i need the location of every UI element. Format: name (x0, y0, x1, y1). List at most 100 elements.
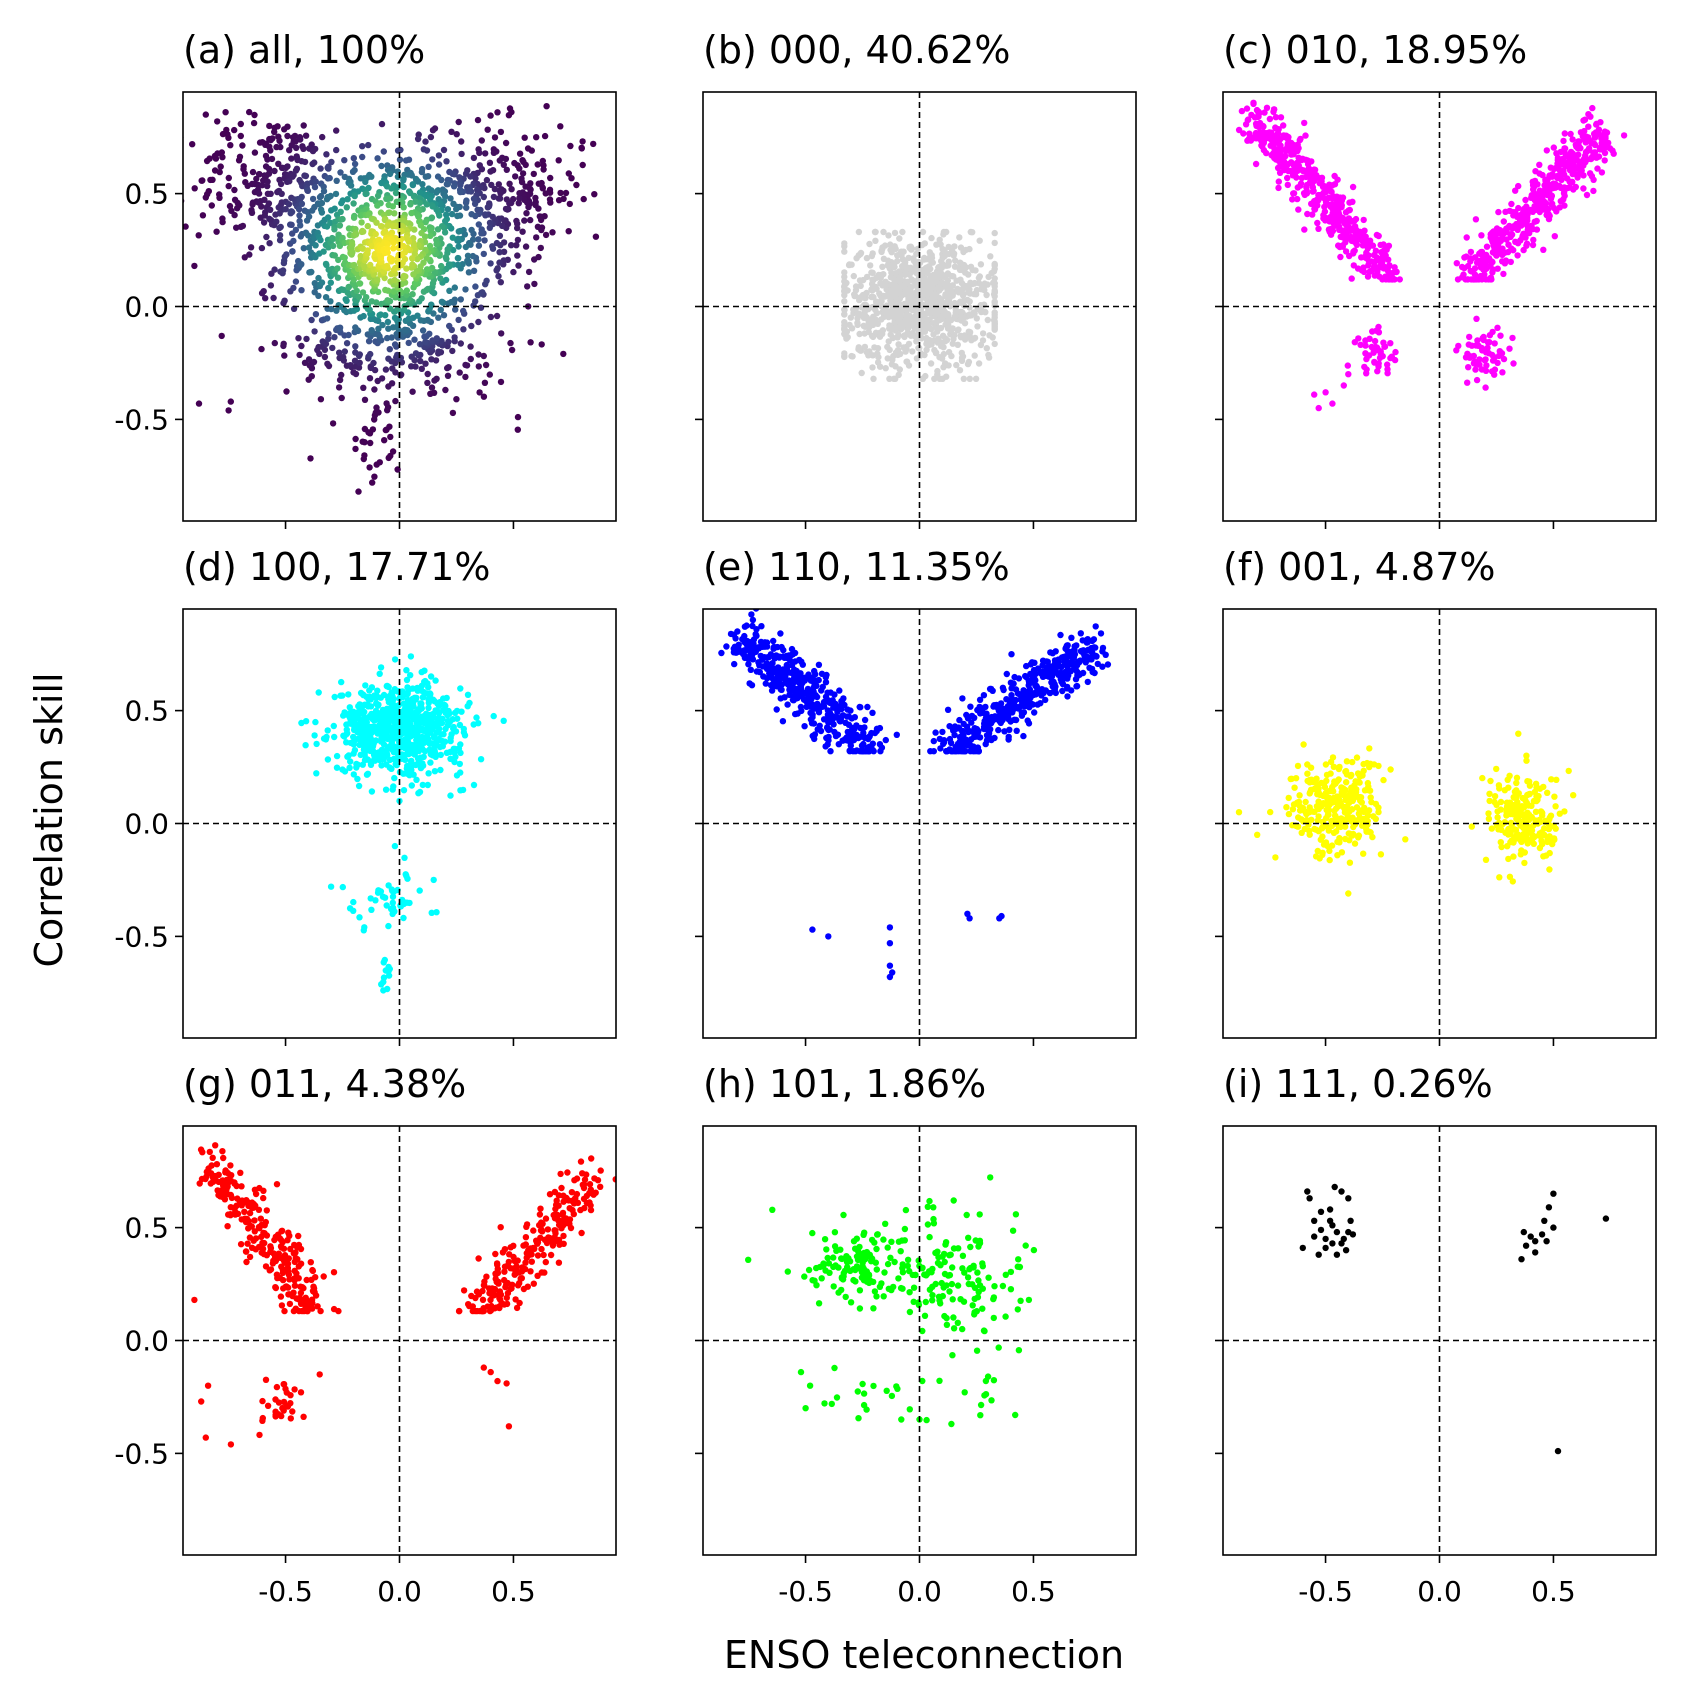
data-point (457, 685, 464, 692)
data-point (317, 192, 325, 200)
data-point (360, 927, 367, 934)
data-point (871, 729, 879, 737)
data-point (454, 715, 461, 722)
data-point (218, 149, 225, 156)
data-point (986, 332, 993, 339)
data-point (747, 666, 754, 673)
data-point (1380, 339, 1387, 346)
data-point (454, 212, 461, 220)
data-point (385, 882, 392, 889)
data-point (325, 335, 332, 342)
data-point (328, 305, 335, 313)
data-point (856, 346, 863, 354)
data-point (1582, 152, 1589, 159)
data-point (1570, 186, 1577, 193)
data-point (267, 136, 274, 144)
data-point (991, 311, 998, 318)
data-point (861, 330, 868, 337)
data-point (304, 232, 312, 239)
data-point (378, 734, 385, 741)
data-point (378, 223, 386, 230)
data-point (462, 286, 469, 293)
data-point (547, 199, 554, 206)
data-point (290, 237, 297, 245)
data-point (888, 249, 895, 256)
data-point (437, 306, 444, 313)
data-point (396, 156, 404, 163)
data-point (353, 764, 360, 771)
data-point (384, 985, 391, 993)
data-point (573, 181, 580, 189)
data-point (318, 199, 326, 207)
data-point (486, 159, 494, 166)
data-point (908, 245, 916, 252)
data-point (783, 666, 791, 673)
data-point (308, 268, 315, 276)
data-point (1362, 342, 1369, 349)
data-point (1335, 242, 1342, 249)
data-point (417, 317, 424, 324)
data-point (1275, 178, 1283, 185)
data-point (911, 325, 919, 332)
data-point (1522, 207, 1530, 215)
data-point (851, 291, 858, 298)
data-point (445, 718, 452, 725)
scatter-points (298, 653, 507, 994)
data-point (885, 290, 892, 297)
data-point (913, 250, 920, 258)
data-point (423, 266, 431, 273)
data-point (401, 255, 409, 263)
data-point (346, 704, 353, 711)
data-point (917, 281, 924, 288)
data-point (1263, 104, 1271, 112)
data-point (307, 455, 314, 462)
data-point (324, 756, 332, 763)
data-point (440, 146, 448, 154)
data-point (1598, 146, 1605, 153)
data-point (970, 290, 978, 298)
data-point (948, 272, 956, 280)
data-point (817, 727, 825, 735)
data-point (533, 134, 540, 141)
data-point (338, 199, 345, 207)
data-point (237, 132, 244, 140)
data-point (500, 717, 507, 724)
data-point (507, 339, 514, 347)
data-point (444, 372, 452, 379)
data-point (879, 282, 886, 289)
data-point (369, 479, 376, 486)
data-point (434, 700, 441, 707)
data-point (868, 332, 876, 340)
data-point (516, 190, 523, 197)
data-point (949, 340, 956, 347)
data-point (1465, 341, 1473, 348)
data-point (968, 280, 976, 288)
data-point (825, 737, 832, 744)
data-point (1346, 199, 1353, 206)
data-point (448, 731, 455, 738)
data-point (436, 212, 443, 219)
data-point (1497, 248, 1504, 255)
data-point (1342, 248, 1350, 255)
data-point (343, 711, 350, 718)
data-point (956, 367, 964, 374)
data-point (390, 288, 397, 295)
data-point (468, 322, 475, 330)
data-point (432, 750, 439, 757)
data-point (410, 271, 417, 278)
data-point (1092, 623, 1099, 630)
data-point (458, 138, 465, 145)
data-point (440, 312, 448, 319)
data-point (481, 237, 488, 244)
data-point (465, 188, 472, 195)
data-point (435, 314, 442, 321)
data-point (467, 343, 474, 350)
data-point (534, 223, 542, 230)
data-point (468, 211, 475, 218)
data-point (525, 268, 533, 276)
data-point (1391, 264, 1398, 271)
data-point (284, 163, 291, 170)
data-point (983, 345, 990, 352)
data-point (876, 272, 883, 279)
data-point (1301, 226, 1308, 233)
